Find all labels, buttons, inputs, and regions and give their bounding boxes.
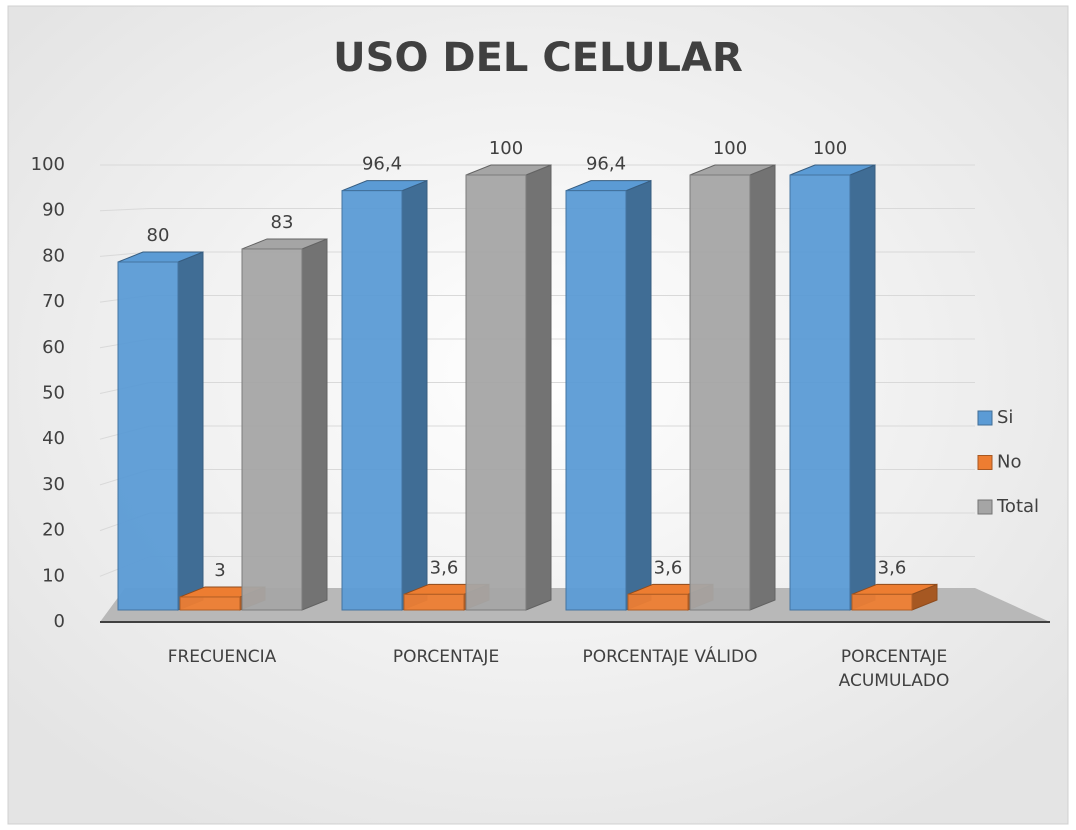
y-tick-label: 100 bbox=[31, 154, 65, 175]
value-label: 100 bbox=[489, 138, 523, 159]
x-tick-label: PORCENTAJE VÁLIDO bbox=[582, 647, 758, 667]
bar-front bbox=[341, 190, 403, 611]
value-label: 83 bbox=[271, 212, 294, 233]
x-tick-label: FRECUENCIA bbox=[167, 647, 277, 667]
x-tick-label: PORCENTAJE bbox=[392, 647, 500, 667]
bar-side bbox=[625, 179, 652, 611]
value-label: 3,6 bbox=[878, 557, 907, 578]
y-tick-label: 90 bbox=[42, 200, 65, 221]
y-tick-label: 50 bbox=[42, 383, 65, 404]
x-tick-label: PORCENTAJE ACUMULADO bbox=[838, 647, 950, 691]
y-tick-label: 10 bbox=[42, 565, 65, 586]
bar-front bbox=[179, 596, 241, 611]
legend-label: No bbox=[997, 452, 1021, 473]
bar-front bbox=[789, 174, 851, 611]
bar-front bbox=[241, 248, 303, 611]
legend-label: Si bbox=[997, 407, 1013, 428]
chart-title: USO DEL CELULAR bbox=[333, 35, 743, 81]
bar bbox=[689, 164, 776, 611]
value-label: 3 bbox=[214, 560, 225, 581]
bar bbox=[465, 164, 552, 611]
bar-side bbox=[849, 164, 876, 611]
bar-front bbox=[627, 593, 689, 611]
legend-swatch bbox=[977, 499, 993, 515]
bar-front bbox=[117, 261, 179, 611]
bar-front bbox=[689, 174, 751, 611]
y-tick-label: 70 bbox=[42, 291, 65, 312]
y-tick-label: 30 bbox=[42, 474, 65, 495]
y-tick-label: 60 bbox=[42, 337, 65, 358]
bar-front bbox=[565, 190, 627, 611]
value-label: 100 bbox=[813, 138, 847, 159]
legend-swatch bbox=[977, 410, 993, 426]
bar bbox=[851, 583, 938, 611]
y-tick-label: 20 bbox=[42, 520, 65, 541]
bar bbox=[117, 251, 204, 611]
bar bbox=[241, 238, 328, 611]
bar bbox=[789, 164, 876, 611]
bar-side bbox=[401, 179, 428, 611]
value-label: 96,4 bbox=[362, 154, 402, 175]
bar bbox=[341, 179, 428, 611]
value-label: 100 bbox=[713, 138, 747, 159]
bar bbox=[565, 179, 652, 611]
bar-front bbox=[851, 593, 913, 611]
legend-swatch bbox=[977, 455, 993, 470]
bar-front bbox=[465, 174, 527, 611]
bar-side bbox=[749, 164, 776, 611]
bar-side bbox=[177, 251, 204, 611]
legend-label: Total bbox=[996, 496, 1039, 517]
value-label: 96,4 bbox=[586, 154, 626, 175]
value-label: 80 bbox=[147, 225, 170, 246]
bar-side bbox=[525, 164, 552, 611]
value-label: 3,6 bbox=[430, 557, 459, 578]
grid-line bbox=[99, 208, 151, 212]
y-tick-label: 80 bbox=[42, 245, 65, 266]
y-tick-label: 40 bbox=[42, 428, 65, 449]
bar-front bbox=[403, 593, 465, 611]
bar-side bbox=[301, 238, 328, 611]
value-label: 3,6 bbox=[654, 557, 683, 578]
y-tick-label: 0 bbox=[54, 611, 65, 632]
